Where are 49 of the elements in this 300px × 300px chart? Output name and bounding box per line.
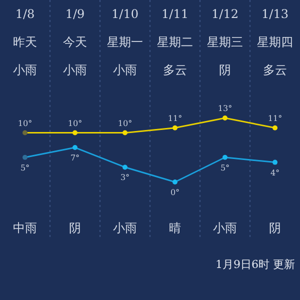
data-label: 10° <box>118 118 132 128</box>
text: 小雨 <box>63 63 87 77</box>
text: 小雨 <box>113 221 137 235</box>
point <box>22 130 28 136</box>
text: 小雨 <box>213 221 237 235</box>
text: 小雨 <box>113 63 137 77</box>
text: 多云 <box>163 63 187 77</box>
text: 今天 <box>63 35 87 49</box>
point <box>72 145 78 150</box>
data-label: 10° <box>68 118 82 128</box>
point <box>222 154 228 160</box>
text: 多云 <box>263 63 287 77</box>
text: 阴 <box>219 63 231 77</box>
text: 昨天 <box>13 35 37 49</box>
point <box>122 130 128 136</box>
data-label: 11° <box>168 114 182 123</box>
text: 中雨 <box>13 221 37 235</box>
point <box>72 130 78 136</box>
data-label: 10° <box>18 118 32 128</box>
point <box>122 164 128 170</box>
x-tick-label: 1/11 <box>162 7 188 21</box>
point <box>222 116 228 120</box>
point <box>172 180 178 184</box>
text: 星期一 <box>107 35 143 49</box>
point <box>272 160 278 165</box>
data-label: 3° <box>120 173 130 182</box>
point <box>272 125 278 130</box>
point <box>172 125 178 130</box>
data-label: 7° <box>70 154 80 163</box>
x-tick-label: 1/9 <box>65 7 85 21</box>
data-label: 5° <box>220 163 230 172</box>
text: 1月9日6时 更新 <box>216 258 295 271</box>
data-label: 11° <box>268 114 282 123</box>
x-tick-label: 1/8 <box>15 7 35 21</box>
text: 星期二 <box>157 35 193 49</box>
data-label: 5° <box>20 163 30 172</box>
text: 星期三 <box>207 35 243 49</box>
text: 星期四 <box>257 35 293 49</box>
x-tick-label: 1/12 <box>212 7 238 21</box>
text: 阴 <box>269 221 281 235</box>
text: 晴 <box>169 221 181 235</box>
text: 阴 <box>69 221 81 235</box>
data-label: 4° <box>270 168 280 178</box>
text: 小雨 <box>13 63 37 77</box>
data-label: 13° <box>218 104 232 113</box>
x-tick-label: 1/13 <box>262 7 288 21</box>
x-tick-label: 1/10 <box>112 7 138 21</box>
data-label: 0° <box>170 188 180 197</box>
point <box>22 154 28 160</box>
